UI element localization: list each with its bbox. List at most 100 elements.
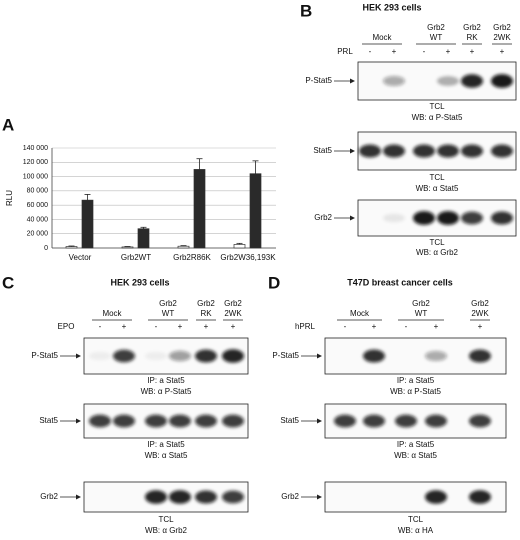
group-label: WT [415,309,428,318]
blot-band [89,414,111,428]
bar [137,228,150,249]
panel-letter: D [268,273,280,292]
blot-band [113,414,135,428]
blot-caption: IP: a Stat5 [147,376,185,385]
group-label: Grb2 [427,23,445,32]
lane-sign: + [204,322,209,331]
blot-band [195,414,217,428]
lane-sign: + [500,47,505,56]
blot-band [383,213,405,223]
group-label: WT [162,309,175,318]
blot-band [425,490,447,504]
x-tick-label: Grb2W36,193K [220,253,276,262]
group-label: 2WK [471,309,489,318]
blot-caption: IP: a Stat5 [147,440,185,449]
blot-band [89,351,111,361]
group-label: Grb2 [471,299,489,308]
x-tick-label: Grb2WT [121,253,151,262]
blot-name: Stat5 [280,416,299,425]
blot-arrowhead [350,78,355,84]
group-label: Grb2 [463,23,481,32]
bar [81,199,94,249]
blot-band [425,350,447,362]
lane-sign: - [369,47,372,56]
blot-band [461,144,483,158]
group-label: Grb2 [493,23,511,32]
group-label: Grb2 [159,299,177,308]
blot-name: Grb2 [314,213,332,222]
blot-name: P-Stat5 [31,351,58,360]
blot-band [469,414,491,428]
blot-name: P-Stat5 [305,76,332,85]
error-bar [180,245,187,247]
y-tick-label: 60 000 [27,202,49,209]
blot-band [195,490,217,504]
blot-band [169,490,191,504]
blot-arrowhead [350,148,355,154]
blot-caption: WB: α P-Stat5 [390,387,441,396]
blot-band [383,75,405,87]
y-tick-label: 140 000 [23,145,48,152]
blot-name: Stat5 [39,416,58,425]
blot-caption: TCL [158,515,174,524]
y-axis-label: RLU [5,190,14,206]
blot-band [222,349,244,363]
blot-band [437,144,459,158]
blot-arrowhead [317,353,322,359]
group-label: 2WK [224,309,242,318]
blot-band [491,211,513,225]
group-label: 2WK [493,33,511,42]
panel-letter: B [300,1,312,20]
lane-sign: - [423,47,426,56]
blot-caption: WB: α Grb2 [416,248,459,257]
blot-band [169,414,191,428]
blot-caption: TCL [429,173,445,182]
group-label: Grb2 [197,299,215,308]
error-bar [252,160,259,174]
treatment-label: hPRL [295,322,316,331]
y-tick-label: 40 000 [27,216,49,223]
treatment-label: EPO [58,322,75,331]
blot-band [363,414,385,428]
blot-band [425,414,447,428]
blot-band [491,74,513,88]
bar [233,244,246,249]
blot-band [461,74,483,88]
lane-sign: + [122,322,127,331]
blot-caption: WB: α Stat5 [416,184,459,193]
bar [177,245,190,249]
blot-arrowhead [317,418,322,424]
blot-name: Stat5 [313,146,332,155]
lane-sign: + [372,322,377,331]
blot-band [145,490,167,504]
lane-sign: + [178,322,183,331]
bar [249,173,262,249]
panel-letter: A [2,115,14,134]
blot-band [359,144,381,158]
y-tick-label: 0 [44,245,48,252]
blot-band [469,349,491,363]
error-bar [236,242,243,245]
blot-caption: WB: α Stat5 [394,451,437,460]
blot-arrowhead [76,418,81,424]
blot-caption: WB: α HA [398,526,434,535]
lane-sign: - [99,322,102,331]
blot-band [437,76,459,86]
group-label: Mock [372,33,392,42]
group-label: Mock [350,309,370,318]
blot-name: P-Stat5 [272,351,299,360]
lane-sign: + [392,47,397,56]
blot-caption: WB: α P-Stat5 [141,387,192,396]
blot-band [437,211,459,225]
blot-band [145,351,167,361]
group-label: Mock [102,309,122,318]
y-tick-label: 100 000 [23,173,48,180]
panel-title: HEK 293 cells [110,277,169,287]
error-bar [196,158,203,170]
y-tick-label: 120 000 [23,159,48,166]
blot-band [469,490,491,504]
lane-sign: + [446,47,451,56]
bar [193,169,206,249]
blot-band [395,414,417,428]
panel-title: T47D breast cancer cells [347,277,453,287]
